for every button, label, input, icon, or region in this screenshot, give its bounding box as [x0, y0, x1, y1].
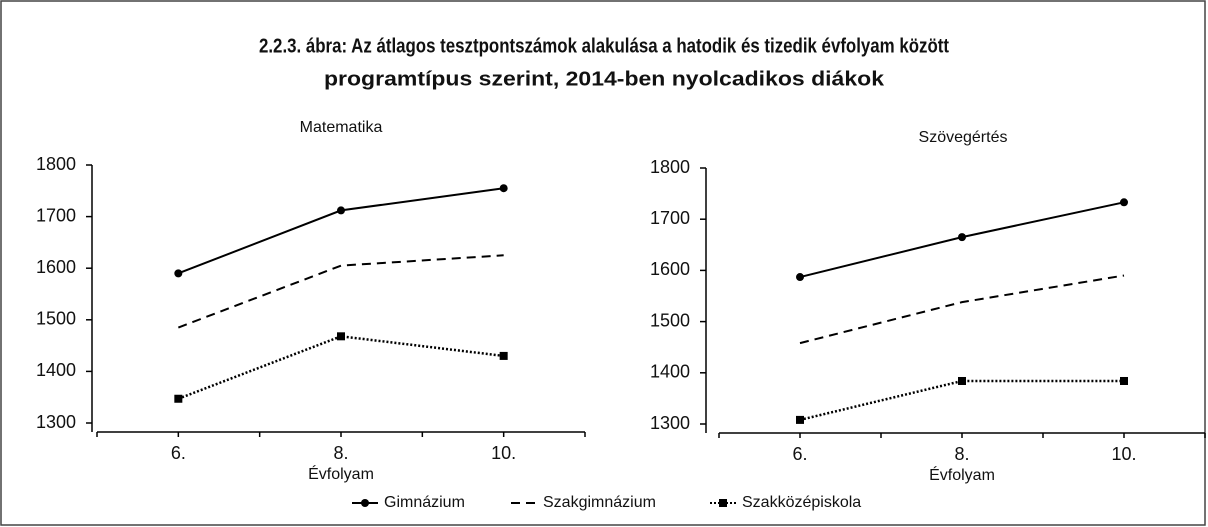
point	[361, 499, 369, 507]
y-tick-label: 1600	[36, 257, 76, 277]
x-axis-label: Évfolyam	[308, 464, 374, 483]
point	[337, 206, 345, 215]
point	[1120, 376, 1128, 385]
y-tick-label: 1600	[650, 259, 690, 279]
y-tick-label: 1400	[36, 360, 76, 380]
y-tick-label: 1500	[36, 309, 76, 329]
point	[719, 499, 727, 507]
y-tick-label: 1500	[650, 310, 690, 330]
point	[958, 376, 966, 385]
series-line	[799, 379, 1124, 422]
point	[796, 415, 804, 424]
x-tick-label: 10.	[491, 443, 516, 463]
chart-title: programtípus szerint, 2014-ben nyolcadik…	[324, 68, 885, 90]
y-tick-label: 1400	[650, 362, 690, 382]
x-tick-label: 6.	[171, 443, 186, 463]
point	[796, 273, 804, 282]
x-tick-label: 6.	[792, 444, 807, 464]
x-tick-label: 8.	[954, 444, 969, 464]
point	[174, 394, 183, 403]
x-tick-label: 8.	[333, 443, 348, 463]
point	[337, 332, 345, 341]
point	[499, 351, 508, 360]
y-tick-label: 1700	[650, 208, 690, 228]
y-tick-label: 1800	[36, 154, 76, 174]
series-line	[799, 274, 1125, 345]
legend-label: Szakközépiskola	[742, 494, 861, 511]
point	[1120, 198, 1128, 207]
x-axis-label: Évfolyam	[929, 465, 995, 484]
x-tick-label: 10.	[1111, 444, 1136, 464]
series-line	[177, 335, 504, 400]
legend-label: Gimnázium	[384, 494, 465, 511]
subplot-title: Szövegértés	[919, 129, 1008, 146]
y-tick-label: 1300	[650, 413, 690, 433]
y-tick-label: 1300	[36, 412, 76, 432]
series-line	[177, 254, 504, 329]
chart-title: 2.2.3. ábra: Az átlagos tesztpontszámok …	[259, 35, 949, 57]
point	[958, 233, 966, 242]
legend-label: Szakgimnázium	[543, 494, 656, 511]
subplot-title: Matematika	[300, 119, 383, 136]
series-line	[177, 187, 504, 275]
point	[174, 269, 183, 278]
point	[499, 184, 508, 193]
y-tick-label: 1700	[36, 205, 76, 225]
y-tick-label: 1800	[650, 157, 690, 177]
